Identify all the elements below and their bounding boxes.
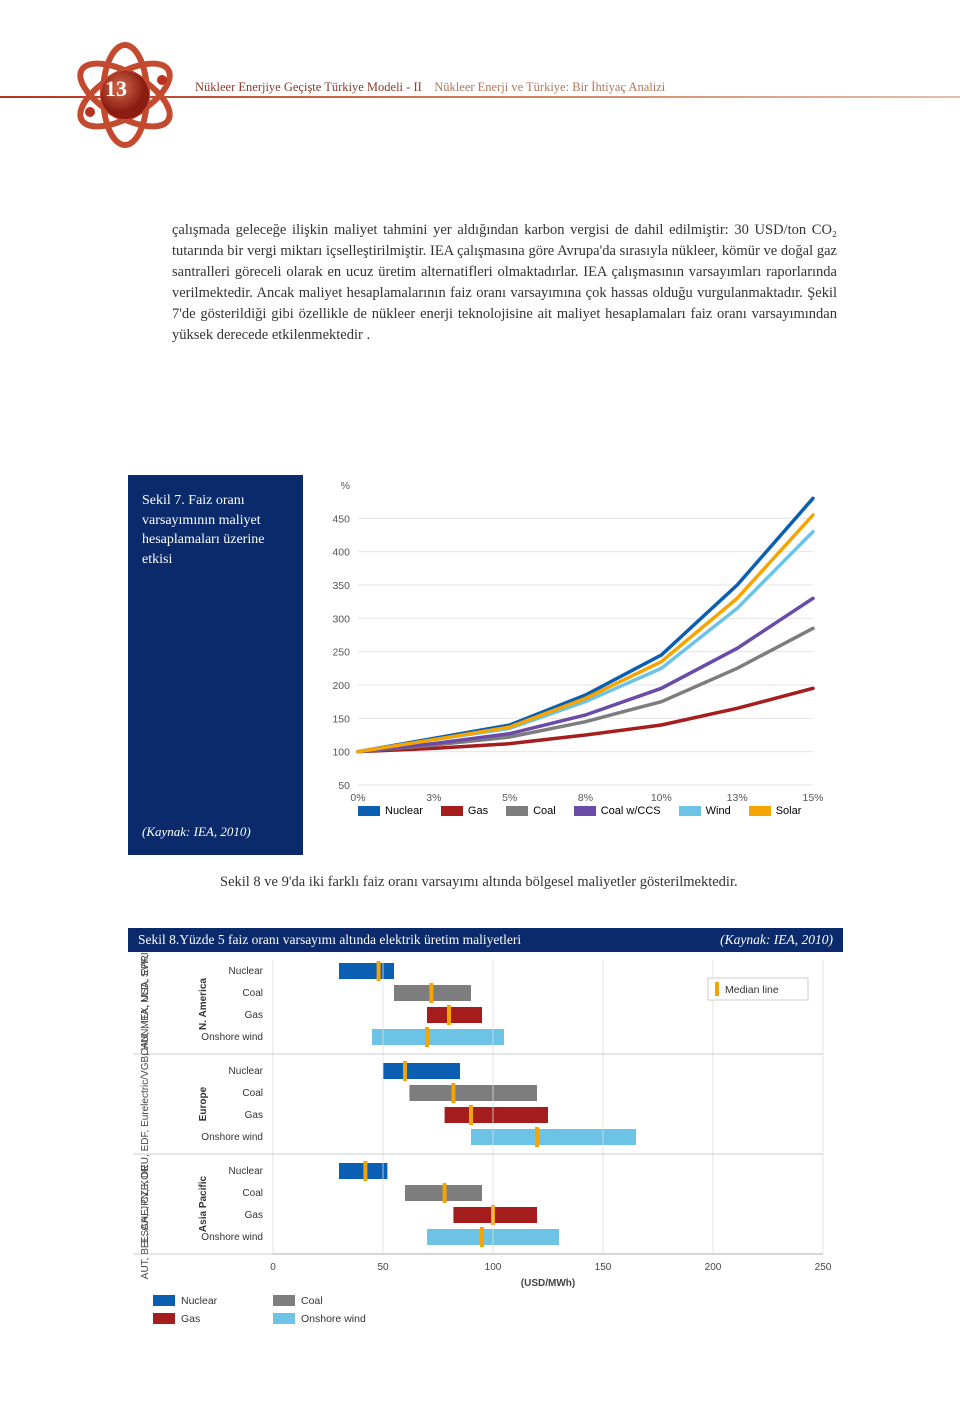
svg-text:Coal: Coal (242, 1188, 263, 1199)
svg-text:3%: 3% (426, 792, 441, 804)
legend-item: Coal (506, 805, 556, 817)
svg-text:Coal: Coal (242, 988, 263, 999)
svg-text:50: 50 (338, 780, 350, 792)
svg-text:450: 450 (332, 513, 350, 525)
svg-text:5%: 5% (502, 792, 517, 804)
legend-swatch (679, 806, 701, 816)
svg-text:250: 250 (815, 1262, 832, 1273)
svg-text:Europe: Europe (198, 1086, 209, 1121)
svg-text:100: 100 (485, 1262, 502, 1273)
legend-label: Wind (706, 805, 731, 817)
svg-text:Onshore wind: Onshore wind (201, 1032, 263, 1043)
fig8-title: Sekil 8.Yüzde 5 faiz oranı varsayımı alt… (138, 932, 521, 948)
header-title: Nükleer Enerjiye Geçişte Türkiye Modeli … (195, 80, 665, 95)
svg-text:Coal: Coal (301, 1295, 323, 1307)
svg-text:(USD/MWh): (USD/MWh) (521, 1278, 575, 1289)
page-number: 13 (105, 76, 127, 102)
svg-text:Nuclear: Nuclear (229, 1066, 264, 1077)
svg-text:15%: 15% (802, 792, 823, 804)
legend-item: Wind (679, 805, 731, 817)
svg-text:200: 200 (705, 1262, 722, 1273)
svg-text:Gas: Gas (245, 1110, 263, 1121)
svg-text:Coal: Coal (242, 1088, 263, 1099)
svg-text:Onshore wind: Onshore wind (201, 1232, 263, 1243)
svg-text:N. America: N. America (198, 978, 209, 1030)
legend-item: Nuclear (358, 805, 423, 817)
legend-label: Gas (468, 805, 488, 817)
svg-text:Nuclear: Nuclear (181, 1295, 218, 1307)
svg-text:Gas: Gas (245, 1210, 263, 1221)
svg-text:400: 400 (332, 547, 350, 559)
fig7-caption: Sekil 7. Faiz oranı varsayımının maliyet… (142, 491, 289, 569)
legend-swatch (441, 806, 463, 816)
svg-text:Onshore wind: Onshore wind (201, 1132, 263, 1143)
fig7-source: (Kaynak: IEA, 2010) (142, 823, 251, 841)
legend-label: Coal w/CCS (601, 805, 661, 817)
fig8-source: (Kaynak: IEA, 2010) (720, 932, 833, 948)
legend-swatch (574, 806, 596, 816)
svg-text:100: 100 (332, 747, 350, 759)
svg-text:50: 50 (377, 1262, 389, 1273)
header-title-part1: Nükleer Enerjiye Geçişte Türkiye Modeli … (195, 80, 422, 94)
fig7-caption-box: Sekil 7. Faiz oranı varsayımının maliyet… (128, 475, 303, 855)
header-title-part2: Nükleer Enerji ve Türkiye: Bir İhtiyaç A… (434, 80, 665, 94)
svg-text:Asia Pacific: Asia Pacific (198, 1175, 209, 1232)
header-separator (425, 80, 431, 94)
closing-text: Sekil 8 ve 9'da iki farklı faiz oranı va… (220, 872, 840, 893)
svg-text:0: 0 (270, 1262, 276, 1273)
legend-item: Solar (749, 805, 802, 817)
fig8-chart: Nuclear Coal Gas Onshore wind Nuclear Coal Gas… (128, 952, 843, 1382)
legend-label: Nuclear (385, 805, 423, 817)
svg-text:Gas: Gas (245, 1010, 263, 1021)
legend-swatch (358, 806, 380, 816)
fig7-chart: 50 100 150 200 250 300 350 400 450% 0% 3% 5% 8% 10% 13… (303, 475, 843, 855)
svg-text:13%: 13% (727, 792, 748, 804)
body-paragraph: çalışmada geleceğe ilişkin maliyet tahmi… (172, 220, 837, 346)
svg-text:8%: 8% (578, 792, 593, 804)
svg-text:150: 150 (595, 1262, 612, 1273)
fig8-title-bar: Sekil 8.Yüzde 5 faiz oranı varsayımı alt… (128, 928, 843, 952)
svg-text:Nuclear: Nuclear (229, 1166, 264, 1177)
svg-text:10%: 10% (651, 792, 672, 804)
svg-text:300: 300 (332, 613, 350, 625)
svg-text:0%: 0% (350, 792, 365, 804)
legend-item: Gas (441, 805, 488, 817)
legend-swatch (506, 806, 528, 816)
svg-text:250: 250 (332, 647, 350, 659)
svg-text:Gas: Gas (181, 1313, 200, 1325)
svg-text:Onshore wind: Onshore wind (301, 1313, 366, 1325)
svg-text:150: 150 (332, 713, 350, 725)
svg-text:%: % (341, 480, 350, 492)
svg-text:350: 350 (332, 580, 350, 592)
legend-label: Solar (776, 805, 802, 817)
fig7-legend: Nuclear Gas Coal Coal w/CCS Wind Solar (358, 805, 828, 817)
svg-text:Nuclear: Nuclear (229, 966, 264, 977)
legend-label: Coal (533, 805, 556, 817)
svg-text:200: 200 (332, 680, 350, 692)
legend-swatch (749, 806, 771, 816)
legend-item: Coal w/CCS (574, 805, 661, 817)
svg-text:Median line: Median line (725, 984, 779, 996)
svg-text:ESAA, JPN, KOR: ESAA, JPN, KOR (140, 1165, 151, 1243)
